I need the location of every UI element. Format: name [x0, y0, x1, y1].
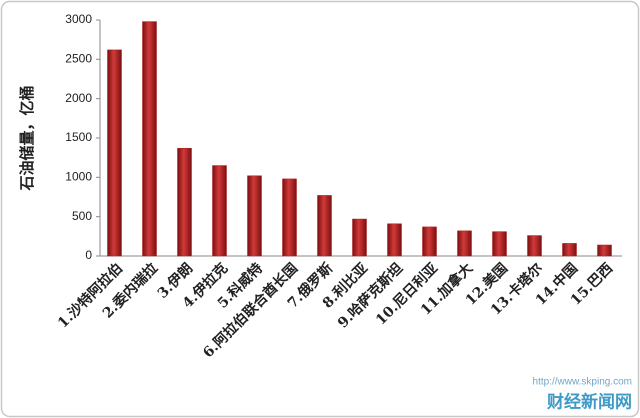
- bar: [387, 223, 402, 257]
- bar: [317, 195, 332, 257]
- bar: [562, 243, 577, 257]
- bar: [352, 218, 367, 257]
- watermark-url: http://www.skping.com: [533, 377, 632, 388]
- bar: [177, 147, 192, 257]
- y-tick-label: 1500: [65, 130, 92, 144]
- bar: [282, 178, 297, 257]
- bar: [142, 21, 157, 257]
- y-tick-label: 0: [85, 248, 92, 262]
- y-tick-label: 1000: [65, 170, 92, 184]
- bar: [597, 244, 612, 257]
- y-tick-label: 3000: [65, 12, 92, 26]
- watermark-name: 财经新闻网: [546, 392, 632, 413]
- bar: [492, 231, 507, 257]
- y-tick-label: 2500: [65, 52, 92, 66]
- bar: [107, 49, 122, 257]
- y-axis-title: 石油储量，亿桶: [18, 85, 36, 191]
- bar: [422, 226, 437, 257]
- bar: [247, 175, 262, 257]
- bar: [527, 235, 542, 257]
- bar: [212, 165, 227, 257]
- y-tick-label: 2000: [65, 91, 92, 105]
- y-tick-label: 500: [72, 209, 92, 223]
- bar: [457, 230, 472, 257]
